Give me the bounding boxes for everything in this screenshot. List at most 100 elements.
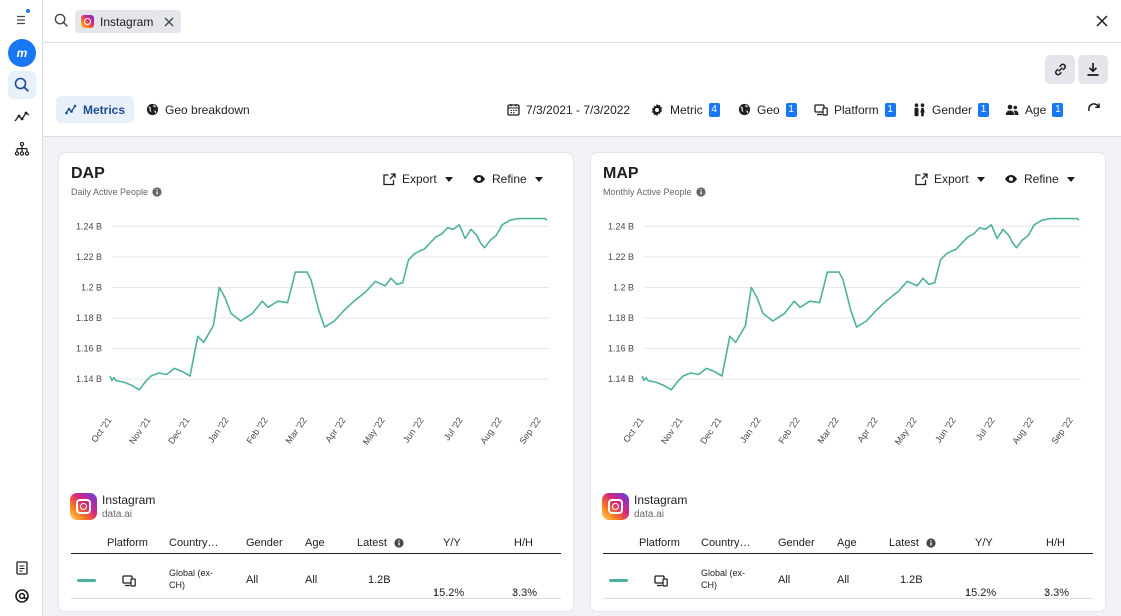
- metric-filter[interactable]: Metric 4: [650, 101, 720, 118]
- chip-remove-button[interactable]: [156, 10, 181, 33]
- chevron-down-icon: [444, 176, 453, 182]
- notification-dot-icon: [26, 9, 30, 13]
- refine-button[interactable]: Refine: [1004, 172, 1075, 186]
- column-header-country[interactable]: Country…: [701, 537, 751, 549]
- toolbar: Metrics Geo breakdown 7/3/2021 - 7/3/202…: [43, 43, 1121, 137]
- app-source: data.ai: [634, 509, 665, 520]
- hierarchy-icon[interactable]: [8, 135, 36, 163]
- download-button[interactable]: [1078, 55, 1108, 84]
- series-color-swatch: [77, 579, 96, 582]
- column-header-country[interactable]: Country…: [169, 537, 219, 549]
- info-icon[interactable]: [695, 187, 706, 197]
- y-tick-label: 1.16 B: [76, 344, 102, 354]
- y-tick-label: 1.16 B: [608, 344, 634, 354]
- y-tick-label: 1.18 B: [608, 313, 634, 323]
- date-range-filter[interactable]: 7/3/2021 - 7/3/2022: [507, 101, 630, 118]
- line-chart: 1.14 B 1.16 B 1.18 B 1.2 B 1.22 B 1.24 B Oct '…: [608, 217, 1081, 447]
- app-name: Instagram: [102, 493, 156, 507]
- table-row: Global (ex-CH) All All 1.2B ↑ 15.2% ↑ 3.3%: [71, 561, 561, 599]
- copy-link-button[interactable]: [1045, 55, 1075, 84]
- age-count-badge: 1: [1052, 102, 1064, 117]
- card-subtitle-text: Monthly Active People: [603, 187, 692, 197]
- column-header-yy[interactable]: Y/Y: [443, 537, 461, 549]
- dap-card: DAP Daily Active People Export Refine 1.…: [59, 153, 573, 611]
- column-header-latest[interactable]: Latest: [889, 537, 919, 549]
- download-icon: [1087, 63, 1099, 76]
- link-icon: [1054, 63, 1066, 76]
- chevron-down-icon: [1066, 176, 1075, 182]
- y-tick-label: 1.14 B: [76, 374, 102, 384]
- y-tick-label: 1.18 B: [76, 313, 102, 323]
- column-header-platform[interactable]: Platform: [107, 537, 148, 549]
- column-header-yy[interactable]: Y/Y: [975, 537, 993, 549]
- globe-icon: [738, 103, 751, 116]
- column-header-age[interactable]: Age: [305, 537, 325, 549]
- info-icon[interactable]: [394, 538, 404, 548]
- map-card: MAP Monthly Active People Export Refine …: [591, 153, 1105, 611]
- gender-icon: [914, 102, 925, 116]
- search-chip-label: Instagram: [100, 14, 154, 29]
- column-header-platform[interactable]: Platform: [639, 537, 680, 549]
- x-tick-label: May '22: [893, 415, 919, 446]
- column-header-hh[interactable]: H/H: [514, 537, 533, 549]
- column-header-hh[interactable]: H/H: [1046, 537, 1065, 549]
- column-header-gender[interactable]: Gender: [246, 537, 283, 549]
- cell-gender: All: [246, 574, 259, 586]
- card-title: MAP: [603, 165, 639, 182]
- close-search-button[interactable]: [1096, 14, 1108, 32]
- x-tick-label: Jul '22: [442, 415, 465, 442]
- cell-latest: 1.2B: [368, 574, 391, 586]
- arrow-up-icon: ↑: [1044, 587, 1050, 599]
- cell-yy-value: 15.2%: [965, 587, 997, 599]
- gender-filter-label: Gender: [932, 102, 973, 117]
- export-icon: [383, 172, 396, 185]
- export-button[interactable]: Export: [383, 172, 453, 186]
- eye-icon: [1005, 175, 1017, 183]
- export-label: Export: [402, 172, 437, 186]
- x-tick-label: Dec '21: [166, 415, 192, 446]
- y-tick-label: 1.22 B: [76, 252, 102, 262]
- search-icon[interactable]: [54, 13, 69, 33]
- refine-button[interactable]: Refine: [472, 172, 543, 186]
- search-nav-icon[interactable]: [8, 71, 36, 99]
- app-name: Instagram: [634, 493, 688, 507]
- trends-icon[interactable]: [8, 103, 36, 131]
- y-tick-label: 1.2 B: [81, 282, 102, 292]
- search-chip[interactable]: Instagram: [75, 10, 160, 33]
- tab-metrics[interactable]: Metrics: [56, 96, 135, 123]
- meta-logo-icon[interactable]: [8, 582, 36, 610]
- app-source: data.ai: [102, 509, 133, 520]
- x-tick-label: Aug '22: [478, 415, 504, 446]
- x-tick-label: Jan '22: [738, 415, 763, 444]
- metrics-icon: [65, 104, 77, 115]
- series-line[interactable]: [109, 217, 548, 391]
- column-header-gender[interactable]: Gender: [778, 537, 815, 549]
- x-tick-label: Jun '22: [401, 415, 426, 444]
- tab-geo-breakdown[interactable]: Geo breakdown: [137, 96, 259, 123]
- info-icon[interactable]: [926, 538, 936, 548]
- arrow-up-icon: ↑: [512, 587, 518, 599]
- globe-icon: [146, 103, 159, 116]
- x-tick-label: Jul '22: [974, 415, 997, 442]
- info-icon[interactable]: [152, 187, 162, 197]
- x-tick-label: Aug '22: [1010, 415, 1036, 446]
- refresh-button[interactable]: [1087, 102, 1101, 121]
- document-icon[interactable]: [8, 554, 36, 582]
- y-tick-label: 1.14 B: [608, 374, 634, 384]
- column-header-latest[interactable]: Latest: [357, 537, 387, 549]
- column-header-age[interactable]: Age: [837, 537, 857, 549]
- menu-icon[interactable]: [8, 6, 36, 34]
- y-tick-label: 1.24 B: [76, 221, 102, 231]
- series-line[interactable]: [641, 217, 1080, 391]
- app-logo-icon[interactable]: m: [8, 39, 36, 67]
- x-tick-label: May '22: [361, 415, 387, 446]
- metric-count-badge: 4: [708, 102, 720, 117]
- platform-filter[interactable]: Platform 1: [814, 101, 896, 118]
- age-filter[interactable]: Age 1: [1005, 101, 1064, 118]
- export-button[interactable]: Export: [915, 172, 985, 186]
- x-tick-label: Sep '22: [517, 415, 543, 446]
- gender-filter[interactable]: Gender 1: [913, 101, 990, 118]
- geo-filter[interactable]: Geo 1: [738, 101, 797, 118]
- devices-icon: [654, 575, 668, 587]
- search-bar: Instagram: [43, 0, 1121, 43]
